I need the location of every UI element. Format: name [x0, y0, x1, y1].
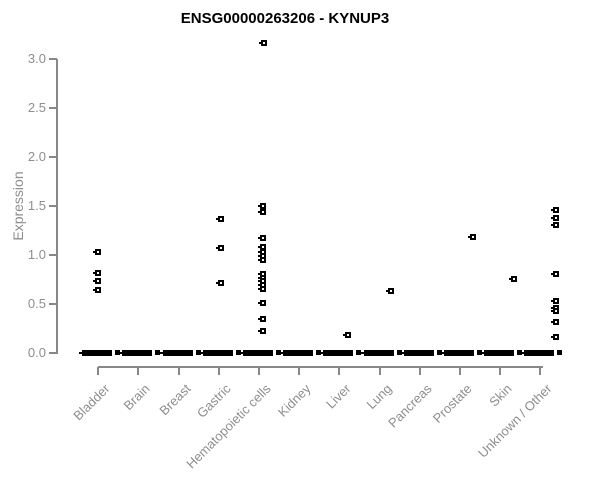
- zero-cluster-bar: [202, 350, 233, 356]
- zero-cluster-point: [557, 350, 563, 355]
- zero-cluster-bar: [82, 350, 113, 356]
- zero-cluster-bar: [363, 350, 394, 356]
- data-point: [551, 298, 560, 305]
- y-tick-label: 0.5: [27, 296, 46, 311]
- data-point: [93, 249, 102, 256]
- zero-cluster-point: [155, 350, 161, 355]
- y-tick-mark: [49, 205, 57, 207]
- data-point: [551, 214, 560, 221]
- data-point: [215, 215, 224, 222]
- zero-cluster-tail: [521, 352, 527, 354]
- data-point: [258, 328, 267, 335]
- y-tick-label: 1.0: [27, 247, 46, 262]
- zero-cluster-point: [356, 350, 362, 355]
- y-tick-label: 2.0: [27, 149, 46, 164]
- zero-cluster-point: [276, 350, 282, 355]
- y-tick-mark: [49, 58, 57, 60]
- x-tick-mark: [97, 367, 100, 375]
- data-point: [258, 286, 267, 293]
- zero-cluster-tail: [400, 352, 406, 354]
- data-point: [551, 318, 560, 325]
- y-tick-label: 0.0: [27, 345, 46, 360]
- zero-cluster-bar: [524, 350, 555, 356]
- zero-cluster-tail: [119, 352, 125, 354]
- zero-cluster-point: [517, 350, 523, 355]
- data-point: [215, 245, 224, 252]
- x-tick-mark: [378, 367, 381, 375]
- zero-cluster-tail: [481, 352, 487, 354]
- data-point: [93, 278, 102, 285]
- data-point: [93, 287, 102, 294]
- zero-cluster-bar: [443, 350, 474, 356]
- zero-cluster-point: [396, 350, 402, 355]
- data-point: [551, 221, 560, 228]
- zero-cluster-bar: [122, 350, 153, 356]
- zero-cluster-tail: [240, 352, 246, 354]
- data-point: [258, 315, 267, 322]
- zero-cluster-tail: [440, 352, 446, 354]
- zero-cluster-point: [195, 350, 201, 355]
- y-tick-label: 1.5: [27, 198, 46, 213]
- data-point: [551, 307, 560, 314]
- y-tick-mark: [49, 156, 57, 158]
- data-point: [467, 234, 476, 241]
- zero-cluster-bar: [162, 350, 193, 356]
- zero-cluster-bar: [403, 350, 434, 356]
- data-point: [258, 256, 267, 263]
- data-point: [509, 275, 518, 282]
- data-point: [551, 334, 560, 341]
- y-axis-line: [56, 59, 58, 354]
- zero-cluster-bar: [323, 350, 354, 356]
- x-tick-mark: [338, 367, 341, 375]
- zero-cluster-tail: [79, 352, 85, 354]
- zero-cluster-bar: [243, 350, 274, 356]
- data-point: [551, 270, 560, 277]
- zero-cluster-bar: [484, 350, 515, 356]
- y-tick-label: 3.0: [27, 51, 46, 66]
- y-tick-mark: [49, 107, 57, 109]
- zero-cluster-tail: [360, 352, 366, 354]
- data-point: [258, 208, 267, 215]
- x-tick-mark: [499, 367, 502, 375]
- zero-cluster-tail: [159, 352, 165, 354]
- data-point: [258, 235, 267, 242]
- y-tick-mark: [49, 254, 57, 256]
- x-tick-mark: [258, 367, 261, 375]
- data-point: [551, 206, 560, 213]
- data-point: [93, 269, 102, 276]
- data-point: [258, 203, 267, 209]
- zero-cluster-tail: [320, 352, 326, 354]
- x-tick-mark: [418, 367, 421, 375]
- y-tick-label: 2.5: [27, 100, 46, 115]
- x-tick-mark: [458, 367, 461, 375]
- x-axis-line: [98, 366, 543, 368]
- x-tick-mark: [177, 367, 180, 375]
- data-point: [259, 40, 268, 47]
- zero-cluster-point: [436, 350, 442, 355]
- zero-cluster-bar: [283, 350, 314, 356]
- data-point: [215, 280, 224, 287]
- zero-cluster-point: [476, 350, 482, 355]
- zero-cluster-point: [115, 350, 121, 355]
- zero-cluster-tail: [199, 352, 205, 354]
- x-tick-mark: [539, 367, 542, 375]
- data-point: [385, 288, 394, 295]
- x-tick-mark: [298, 367, 301, 375]
- data-point: [343, 332, 352, 339]
- chart-title: ENSG00000263206 - KYNUP3: [180, 10, 390, 27]
- y-tick-mark: [49, 303, 57, 305]
- zero-cluster-tail: [280, 352, 286, 354]
- zero-cluster-point: [316, 350, 322, 355]
- y-tick-mark: [49, 352, 57, 354]
- zero-cluster-point: [235, 350, 241, 355]
- data-point: [258, 300, 267, 307]
- x-tick-mark: [137, 367, 140, 375]
- x-tick-mark: [217, 367, 220, 375]
